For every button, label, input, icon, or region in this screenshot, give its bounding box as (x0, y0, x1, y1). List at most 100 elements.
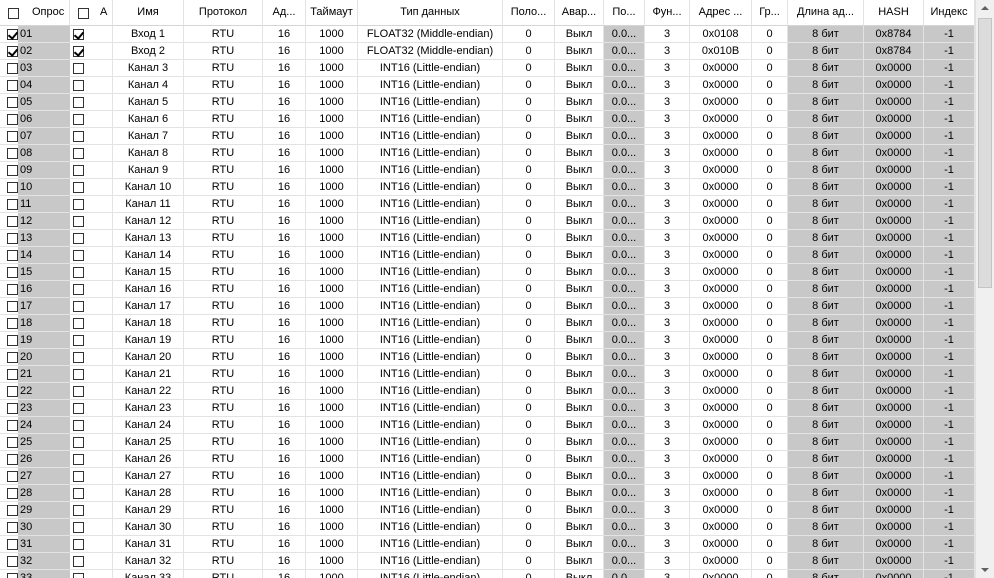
poll-checkbox[interactable] (7, 114, 18, 125)
row-checkbox[interactable] (73, 318, 84, 329)
row-checkbox[interactable] (73, 46, 84, 57)
poll-checkbox[interactable] (7, 199, 18, 210)
poll-checkbox[interactable] (7, 29, 18, 40)
row-checkbox[interactable] (73, 80, 84, 91)
row-number: 08 (18, 145, 70, 162)
row-cell: INT16 (Little-endian) (358, 434, 503, 451)
row-checkbox[interactable] (73, 488, 84, 499)
header-checkbox[interactable] (8, 8, 19, 19)
row-checkbox[interactable] (73, 471, 84, 482)
column-header[interactable]: Гр... (752, 0, 788, 26)
row-checkbox[interactable] (73, 284, 84, 295)
row-cell: 0x0000 (690, 383, 752, 400)
poll-checkbox[interactable] (7, 148, 18, 159)
column-header[interactable]: Длина ад... (788, 0, 864, 26)
row-cell (70, 485, 113, 502)
row-checkbox[interactable] (73, 63, 84, 74)
column-header[interactable]: А (70, 0, 113, 26)
row-checkbox[interactable] (73, 403, 84, 414)
poll-checkbox[interactable] (7, 420, 18, 431)
row-checkbox[interactable] (73, 199, 84, 210)
poll-checkbox[interactable] (7, 80, 18, 91)
row-checkbox[interactable] (73, 267, 84, 278)
column-header[interactable]: По... (604, 0, 645, 26)
poll-checkbox[interactable] (7, 318, 18, 329)
poll-checkbox[interactable] (7, 352, 18, 363)
row-checkbox[interactable] (73, 29, 84, 40)
row-checkbox[interactable] (73, 250, 84, 261)
column-header[interactable]: Авар... (555, 0, 604, 26)
row-checkbox[interactable] (73, 420, 84, 431)
column-header[interactable]: HASH (864, 0, 924, 26)
column-header[interactable]: Поло... (503, 0, 555, 26)
poll-checkbox[interactable] (7, 182, 18, 193)
row-checkbox[interactable] (73, 148, 84, 159)
poll-checkbox[interactable] (7, 556, 18, 567)
scrollbar[interactable] (975, 0, 994, 578)
row-cell: 3 (645, 400, 690, 417)
row-cell: 8 бит (788, 536, 864, 553)
poll-checkbox[interactable] (7, 386, 18, 397)
row-checkbox[interactable] (73, 165, 84, 176)
row-checkbox[interactable] (73, 352, 84, 363)
poll-checkbox[interactable] (7, 522, 18, 533)
row-cell: Выкл (555, 179, 604, 196)
poll-checkbox[interactable] (7, 403, 18, 414)
row-cell (70, 315, 113, 332)
row-checkbox[interactable] (73, 97, 84, 108)
row-checkbox[interactable] (73, 114, 84, 125)
row-checkbox[interactable] (73, 386, 84, 397)
column-header[interactable]: Имя (113, 0, 184, 26)
row-checkbox[interactable] (73, 301, 84, 312)
poll-checkbox[interactable] (7, 284, 18, 295)
column-header[interactable]: Тип данных (358, 0, 503, 26)
poll-checkbox[interactable] (7, 267, 18, 278)
poll-checkbox[interactable] (7, 233, 18, 244)
column-header[interactable]: Протокол (184, 0, 263, 26)
row-checkbox[interactable] (73, 539, 84, 550)
poll-checkbox[interactable] (7, 471, 18, 482)
header-checkbox[interactable] (78, 8, 89, 19)
poll-checkbox[interactable] (7, 573, 18, 578)
row-cell: 0x0000 (864, 162, 924, 179)
row-checkbox[interactable] (73, 454, 84, 465)
row-checkbox[interactable] (73, 369, 84, 380)
column-header[interactable]: Таймаут (306, 0, 358, 26)
poll-checkbox[interactable] (7, 301, 18, 312)
poll-checkbox[interactable] (7, 63, 18, 74)
poll-checkbox[interactable] (7, 335, 18, 346)
poll-checkbox[interactable] (7, 488, 18, 499)
row-cell: 1000 (306, 196, 358, 213)
column-header[interactable]: Индекс (924, 0, 975, 26)
poll-checkbox[interactable] (7, 131, 18, 142)
scroll-thumb[interactable] (978, 18, 992, 288)
poll-checkbox[interactable] (7, 216, 18, 227)
column-header[interactable]: Адрес ... (690, 0, 752, 26)
row-checkbox[interactable] (73, 505, 84, 516)
row-number: 18 (18, 315, 70, 332)
row-checkbox[interactable] (73, 182, 84, 193)
column-header[interactable]: Фун... (645, 0, 690, 26)
poll-checkbox[interactable] (7, 97, 18, 108)
poll-checkbox[interactable] (7, 250, 18, 261)
poll-checkbox[interactable] (7, 539, 18, 550)
row-checkbox[interactable] (73, 233, 84, 244)
poll-checkbox[interactable] (7, 165, 18, 176)
poll-checkbox[interactable] (7, 505, 18, 516)
row-cell: 0x0000 (690, 485, 752, 502)
row-checkbox[interactable] (73, 522, 84, 533)
column-header[interactable]: Ад... (263, 0, 306, 26)
row-cell: 0x0000 (690, 264, 752, 281)
row-checkbox[interactable] (73, 335, 84, 346)
row-checkbox[interactable] (73, 437, 84, 448)
poll-checkbox[interactable] (7, 437, 18, 448)
row-checkbox[interactable] (73, 131, 84, 142)
row-checkbox[interactable] (73, 573, 84, 578)
row-cell: 16 (263, 162, 306, 179)
poll-checkbox[interactable] (7, 369, 18, 380)
poll-checkbox[interactable] (7, 46, 18, 57)
row-checkbox[interactable] (73, 556, 84, 567)
row-checkbox[interactable] (73, 216, 84, 227)
row-cell: 8 бит (788, 519, 864, 536)
poll-checkbox[interactable] (7, 454, 18, 465)
